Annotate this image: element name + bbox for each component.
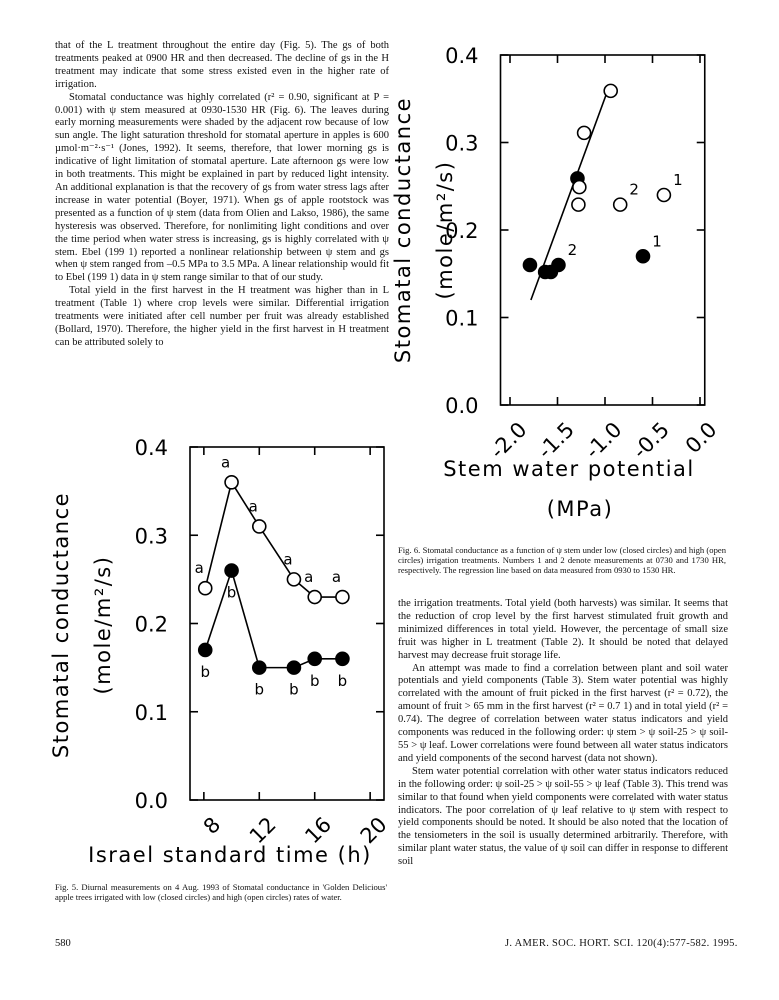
point-label: a [332,568,341,586]
journal-citation: J. AMER. SOC. HORT. SCI. 120(4):577-582.… [505,938,738,949]
y-tick-label: 0.4 [135,436,168,460]
point-label: a [221,453,230,471]
y-tick-label: 0.1 [135,701,168,725]
left-column: that of the L treatment throughout the e… [55,40,389,350]
y-tick-label: 0.2 [135,613,168,637]
point-label: b [227,584,237,602]
x-tick-label: 8 [199,812,225,838]
figure-caption: Fig. 6. Stomatal conductance as a functi… [398,545,726,576]
data-point [251,519,267,534]
point-label: b [200,663,210,681]
y-tick-label: 0.3 [445,132,478,156]
y-tick-label: 0.1 [445,307,478,331]
y-tick-label: 0.0 [445,394,478,418]
point-label: b [289,681,299,699]
paragraph: An attempt was made to find a correlatio… [398,662,728,764]
data-point [522,257,538,273]
figure-caption: Fig. 5. Diurnal measurements on 4 Aug. 1… [55,882,387,903]
data-point [335,651,350,667]
data-point [197,642,213,658]
x-axis-title: Israel standard time (h) [88,843,372,867]
data-point [224,563,239,578]
y-tick-label: 0.4 [445,44,478,68]
paragraph: the irrigation treatments. Total yield (… [398,598,728,661]
data-point [197,580,213,596]
point-label: 1 [652,232,662,250]
data-point [307,589,323,605]
data-point [286,660,302,675]
series-line [204,480,343,598]
data-point [612,197,628,212]
point-label: a [249,497,258,515]
data-point [572,179,587,195]
data-point [603,83,619,99]
paragraph: Total yield in the first harvest in the … [55,285,389,348]
data-point [635,248,651,264]
y-axis-title: Stomatal conductance [49,492,73,758]
paragraph: that of the L treatment throughout the e… [55,40,389,90]
plot-frame [189,446,385,801]
data-point [286,572,302,587]
data-point [571,197,586,212]
point-label: 2 [568,241,578,259]
y-axis-title: (mole/m²/s) [91,556,115,695]
y-tick-label: 0.3 [135,524,168,548]
point-label: b [310,672,320,690]
data-point [251,660,267,675]
y-tick-label: 0.0 [135,789,168,813]
y-axis-title: Stomatal conductance [391,97,415,363]
data-point [335,589,350,605]
point-label: a [283,550,292,568]
data-point [307,651,323,667]
data-point [576,125,592,141]
plot-frame [499,54,706,406]
x-axis-title: (MPa) [547,497,614,521]
point-label: b [338,672,348,690]
point-label: a [304,568,313,586]
data-point [551,257,566,273]
point-label: a [195,559,204,577]
paragraph: Stem water potential correlation with ot… [398,765,728,868]
data-point [224,474,239,490]
x-axis-title: Stem water potential [443,457,695,481]
page-number: 580 [55,938,71,949]
paragraph: Stomatal conductance was highly correlat… [55,91,389,284]
data-point [656,187,672,203]
point-label: 1 [673,171,683,189]
point-label: 2 [629,181,639,199]
right-column: the irrigation treatments. Total yield (… [398,598,728,869]
y-axis-title: (mole/m²/s) [433,161,457,300]
point-label: b [255,681,265,699]
x-tick-label: 0.0 [681,417,722,458]
y-tick-label: 0.2 [445,219,478,243]
